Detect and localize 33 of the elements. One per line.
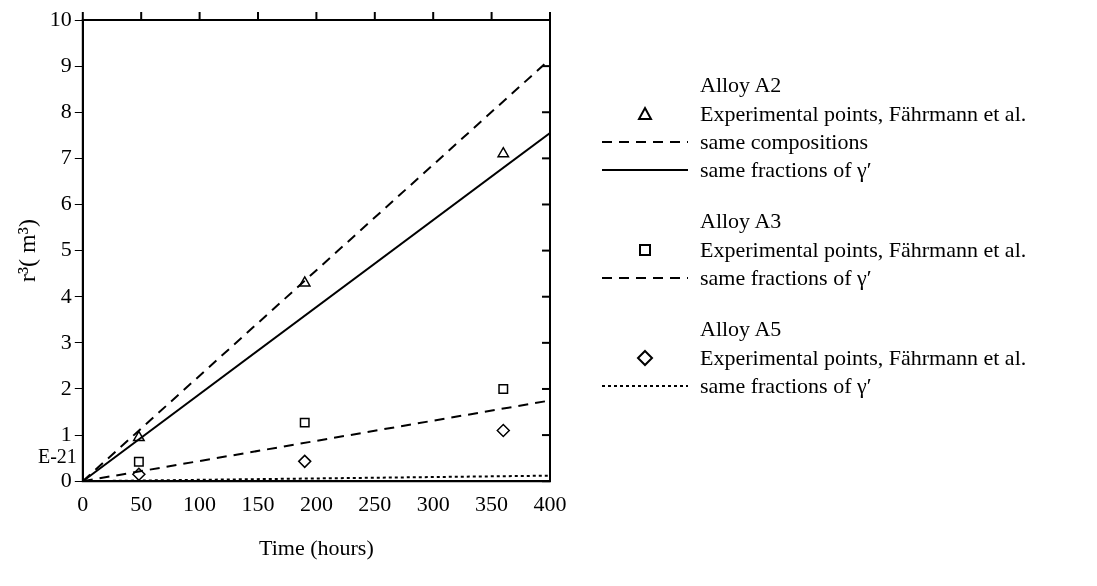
y-tick-label: 6 bbox=[60, 190, 72, 216]
text: E-21 bbox=[37, 445, 77, 468]
legend-label: Experimental points, Fährmann et al. bbox=[700, 345, 1027, 371]
y-tick-label: 3 bbox=[60, 328, 72, 354]
y-tick-label: 2 bbox=[60, 374, 72, 400]
y-tick-label: 9 bbox=[60, 51, 72, 77]
x-tick-label: 400 bbox=[533, 491, 567, 517]
y-tick-label: 0 bbox=[60, 466, 72, 492]
x-tick-label: 150 bbox=[241, 491, 275, 517]
y-tick-label: 10 bbox=[49, 5, 72, 31]
x-tick-label: 350 bbox=[475, 491, 509, 517]
x-axis-title: Time (hours) bbox=[259, 534, 374, 560]
y-tick-label: 4 bbox=[60, 282, 72, 308]
x-tick-label: 250 bbox=[358, 491, 392, 517]
y-tick-label: 1 bbox=[60, 420, 72, 446]
text: Alloy A5 bbox=[699, 315, 783, 343]
text: Alloy A3 bbox=[699, 207, 783, 235]
legend-label: Experimental points, Fährmann et al. bbox=[700, 101, 1027, 127]
x-tick-label: 300 bbox=[416, 491, 450, 517]
y-axis-title: r³( m³) bbox=[13, 219, 40, 283]
legend-label: same fractions of γ′ bbox=[700, 265, 872, 291]
legend-label: same compositions bbox=[700, 129, 869, 155]
y-tick-label: 8 bbox=[60, 98, 72, 124]
y-tick-label: 7 bbox=[60, 144, 72, 170]
x-tick-label: 50 bbox=[130, 491, 153, 517]
text: Alloy A2 bbox=[699, 71, 783, 99]
x-tick-label: 0 bbox=[77, 491, 89, 517]
legend-label: same fractions of γ′ bbox=[700, 157, 872, 183]
legend-label: same fractions of γ′ bbox=[700, 373, 872, 399]
x-tick-label: 200 bbox=[299, 491, 333, 517]
x-tick-label: 100 bbox=[183, 491, 217, 517]
y-tick-label: 5 bbox=[60, 236, 72, 262]
legend-label: Experimental points, Fährmann et al. bbox=[700, 237, 1027, 263]
